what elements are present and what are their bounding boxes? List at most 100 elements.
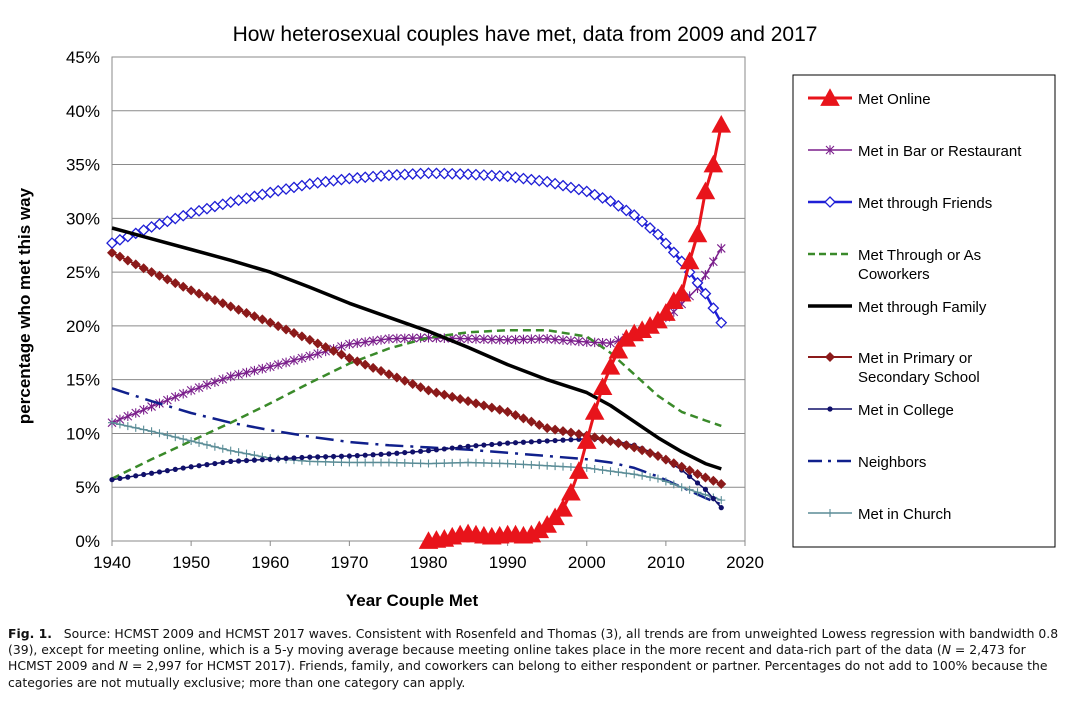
- data-point: [825, 352, 835, 362]
- data-point: [463, 396, 474, 407]
- data-point: [700, 472, 711, 483]
- data-point: [636, 215, 649, 228]
- data-point: [378, 451, 384, 457]
- data-point: [598, 466, 607, 475]
- figure-caption: Fig. 1. Source: HCMST 2009 and HCMST 201…: [8, 626, 1060, 691]
- data-point: [336, 349, 347, 360]
- data-point: [470, 398, 481, 409]
- data-point: [273, 359, 283, 370]
- data-point: [400, 333, 410, 344]
- data-point: [257, 363, 267, 374]
- data-point: [362, 452, 368, 458]
- data-point: [328, 345, 339, 356]
- data-point: [471, 458, 480, 467]
- data-point: [432, 459, 441, 468]
- data-point: [377, 458, 386, 467]
- data-point: [368, 362, 379, 373]
- data-point: [267, 456, 273, 462]
- data-point: [422, 167, 435, 180]
- caption-label: Fig. 1.: [8, 626, 52, 641]
- data-point: [679, 251, 700, 270]
- data-point: [330, 453, 337, 460]
- series-lines: [106, 114, 732, 549]
- data-point: [218, 374, 228, 385]
- data-point: [487, 334, 497, 345]
- data-point: [505, 440, 511, 446]
- data-point: [448, 458, 457, 467]
- data-point: [824, 196, 836, 208]
- data-point: [558, 426, 569, 437]
- data-point: [131, 423, 140, 432]
- data-point: [250, 365, 259, 376]
- data-point: [170, 278, 181, 289]
- data-point: [456, 458, 465, 467]
- data-point: [596, 191, 609, 204]
- data-point: [485, 169, 498, 182]
- legend-label: Met in College: [858, 402, 954, 419]
- data-point: [430, 167, 443, 180]
- data-point: [275, 456, 281, 462]
- chart-title: How heterosexual couples have met, data …: [233, 23, 818, 46]
- data-point: [122, 255, 133, 266]
- caption-text-1: Source: HCMST 2009 and HCMST 2017 waves.…: [8, 626, 1059, 658]
- data-point: [481, 442, 487, 448]
- data-point: [415, 382, 426, 393]
- caption-n-symbol-2: N: [118, 658, 129, 674]
- data-point: [320, 342, 331, 353]
- data-point: [313, 348, 323, 359]
- data-point: [131, 408, 141, 418]
- data-point: [621, 440, 632, 451]
- x-tick-label: 1980: [410, 553, 448, 572]
- data-point: [457, 444, 463, 450]
- data-point: [188, 464, 194, 470]
- data-point: [518, 413, 529, 424]
- data-point: [257, 314, 268, 325]
- data-point: [827, 406, 833, 412]
- data-point: [600, 356, 621, 375]
- data-point: [473, 443, 479, 449]
- data-point: [519, 334, 528, 345]
- data-point: [440, 459, 449, 468]
- data-point: [659, 237, 672, 250]
- data-point: [195, 438, 204, 447]
- legend-box: [792, 74, 1056, 548]
- data-point: [433, 447, 440, 453]
- y-tick-label: 35%: [66, 156, 100, 175]
- data-point: [667, 246, 680, 259]
- data-point: [716, 243, 726, 254]
- series-neighbors: [111, 387, 722, 506]
- data-point: [123, 422, 132, 431]
- legend-label: Met through Family: [858, 299, 987, 316]
- data-point: [447, 391, 458, 402]
- y-tick-label: 40%: [66, 102, 100, 121]
- data-point: [526, 416, 537, 427]
- data-point: [125, 474, 131, 480]
- data-point: [441, 446, 447, 452]
- data-point: [353, 458, 362, 467]
- data-point: [541, 175, 554, 188]
- data-point: [652, 228, 664, 241]
- data-point: [708, 256, 718, 267]
- data-point: [566, 463, 575, 472]
- data-point: [455, 394, 466, 405]
- data-point: [565, 181, 577, 194]
- data-point: [589, 432, 600, 443]
- data-point: [694, 480, 701, 486]
- chart: How heterosexual couples have met, data …: [15, 23, 1056, 610]
- legend-item: Met through Family: [808, 299, 987, 316]
- data-point: [424, 332, 433, 343]
- y-tick-label: 25%: [66, 263, 100, 282]
- data-point: [529, 520, 550, 539]
- series-met-through-friends: [106, 167, 728, 329]
- data-point: [640, 316, 660, 334]
- data-point: [668, 458, 679, 469]
- x-tick-label: 1940: [93, 553, 131, 572]
- data-point: [113, 233, 126, 246]
- data-point: [550, 424, 561, 435]
- data-point: [384, 333, 394, 344]
- y-tick-label: 45%: [66, 48, 100, 67]
- data-point: [162, 395, 172, 405]
- data-point: [576, 431, 597, 449]
- data-point: [241, 307, 252, 318]
- data-point: [580, 185, 593, 198]
